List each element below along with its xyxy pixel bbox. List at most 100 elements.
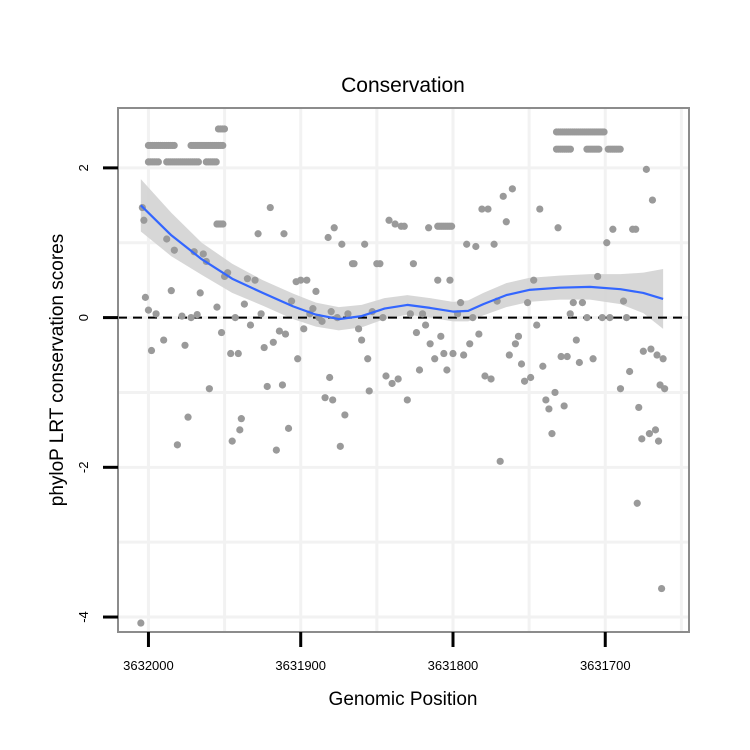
data-point bbox=[472, 242, 480, 251]
data-point bbox=[418, 310, 427, 318]
data-point bbox=[598, 314, 606, 322]
data-point bbox=[144, 306, 153, 314]
smooth-fit-line bbox=[140, 204, 664, 321]
data-point bbox=[178, 312, 186, 320]
data-point bbox=[443, 366, 451, 374]
data-point bbox=[626, 367, 634, 376]
data-point bbox=[616, 145, 624, 153]
data-point bbox=[466, 340, 474, 348]
data-point bbox=[648, 196, 657, 204]
data-point bbox=[140, 216, 148, 224]
data-point bbox=[508, 185, 516, 193]
plot-panel-border bbox=[117, 107, 690, 633]
data-point bbox=[152, 310, 160, 318]
chart-title: Conservation bbox=[341, 74, 465, 97]
data-point bbox=[365, 387, 373, 395]
data-point bbox=[578, 299, 587, 307]
data-point bbox=[657, 584, 666, 593]
y-tick-label: -2 bbox=[76, 462, 91, 474]
data-point bbox=[539, 362, 547, 370]
data-point bbox=[284, 424, 293, 432]
data-point bbox=[536, 205, 544, 213]
data-point bbox=[141, 293, 150, 301]
data-point bbox=[382, 372, 390, 380]
data-point bbox=[318, 317, 326, 325]
x-tick-label: 3631800 bbox=[428, 658, 479, 673]
data-point bbox=[326, 373, 334, 382]
data-point bbox=[530, 276, 538, 284]
data-point bbox=[350, 260, 358, 268]
data-point bbox=[635, 403, 643, 412]
data-point bbox=[219, 220, 227, 228]
data-point bbox=[415, 366, 424, 374]
data-point bbox=[478, 205, 486, 213]
data-point bbox=[266, 203, 274, 212]
data-point bbox=[594, 272, 602, 281]
data-point bbox=[236, 426, 244, 434]
data-point bbox=[228, 437, 236, 445]
data-point bbox=[272, 446, 280, 454]
data-point bbox=[219, 141, 227, 150]
data-point bbox=[336, 442, 344, 450]
data-point bbox=[364, 355, 372, 363]
data-point bbox=[595, 145, 603, 153]
confidence-band bbox=[140, 179, 664, 331]
x-tick-label: 3631700 bbox=[580, 658, 631, 673]
data-point bbox=[173, 441, 181, 449]
data-point bbox=[412, 328, 421, 337]
y-axis-title: phyloP LRT conservation scores bbox=[47, 234, 68, 507]
data-point bbox=[217, 328, 226, 337]
data-point bbox=[321, 394, 329, 402]
data-point bbox=[514, 332, 523, 340]
plot-panel bbox=[118, 108, 689, 632]
data-point bbox=[551, 388, 559, 397]
data-point bbox=[545, 405, 553, 413]
data-point bbox=[606, 314, 614, 322]
data-point bbox=[212, 158, 220, 166]
data-point bbox=[475, 330, 483, 338]
data-point bbox=[231, 314, 239, 322]
data-point bbox=[330, 224, 338, 232]
data-point bbox=[639, 347, 647, 355]
data-point bbox=[196, 289, 204, 297]
data-point bbox=[391, 220, 399, 228]
data-point bbox=[440, 349, 448, 358]
data-point bbox=[548, 430, 556, 438]
data-point bbox=[163, 235, 171, 243]
data-point bbox=[338, 240, 346, 248]
data-point bbox=[376, 260, 384, 268]
data-point bbox=[481, 372, 489, 380]
data-point bbox=[170, 141, 178, 150]
data-point bbox=[499, 192, 507, 200]
smooth-line-group bbox=[140, 204, 664, 321]
data-point bbox=[147, 346, 156, 355]
data-point bbox=[240, 300, 248, 308]
data-point bbox=[569, 299, 577, 307]
data-point bbox=[269, 338, 277, 346]
data-point bbox=[554, 224, 562, 232]
data-point bbox=[632, 225, 640, 233]
data-point bbox=[575, 358, 583, 367]
data-point bbox=[297, 276, 305, 284]
data-point bbox=[563, 352, 571, 361]
data-point bbox=[557, 352, 565, 361]
data-point bbox=[385, 216, 393, 224]
y-tick-label: 2 bbox=[76, 164, 91, 171]
data-point bbox=[589, 355, 597, 363]
data-point bbox=[560, 402, 568, 410]
data-point bbox=[243, 275, 252, 283]
data-point bbox=[137, 619, 145, 627]
data-point bbox=[661, 385, 669, 393]
data-point bbox=[312, 287, 320, 295]
data-point bbox=[533, 321, 541, 329]
data-point bbox=[659, 355, 667, 363]
data-point bbox=[600, 128, 608, 136]
x-axis: 3632000 3631900 3631800 3631700 bbox=[123, 632, 631, 673]
data-point bbox=[523, 299, 532, 307]
data-point bbox=[654, 437, 663, 445]
data-point bbox=[260, 343, 268, 352]
data-point bbox=[388, 379, 396, 388]
data-point bbox=[263, 382, 271, 391]
data-point bbox=[406, 310, 414, 318]
y-tick-label: -4 bbox=[76, 611, 91, 623]
